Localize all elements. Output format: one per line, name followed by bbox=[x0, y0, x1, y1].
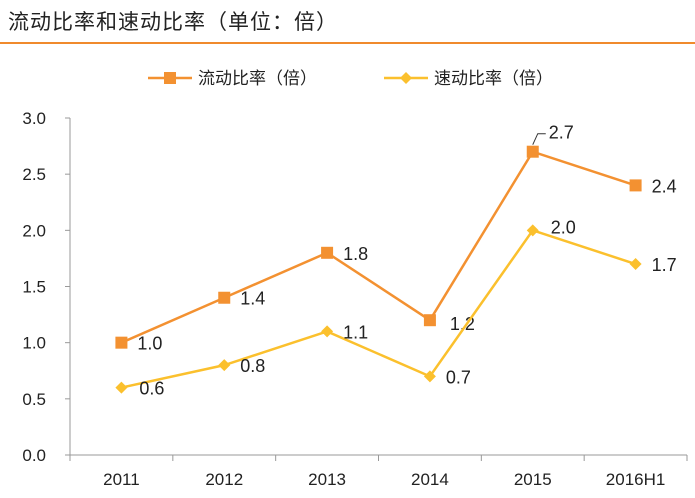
data-point bbox=[526, 145, 539, 158]
x-tick-label: 2014 bbox=[411, 470, 449, 489]
x-tick-label: 2011 bbox=[103, 470, 140, 489]
y-tick-label: 0.0 bbox=[22, 446, 46, 465]
data-point bbox=[115, 381, 128, 394]
data-label: 2.7 bbox=[549, 123, 574, 143]
data-point bbox=[629, 179, 642, 192]
data-point bbox=[423, 370, 436, 383]
data-label: 1.0 bbox=[137, 334, 162, 354]
y-tick-label: 3.0 bbox=[22, 109, 46, 128]
y-tick-label: 2.5 bbox=[22, 165, 46, 184]
data-point bbox=[526, 224, 539, 237]
chart-title: 流动比率和速动比率（单位：倍） bbox=[8, 10, 338, 34]
data-point bbox=[629, 258, 642, 271]
legend-marker bbox=[164, 72, 176, 84]
y-tick-label: 1.0 bbox=[22, 334, 46, 353]
x-tick-label: 2015 bbox=[514, 470, 552, 489]
legend-marker bbox=[400, 72, 412, 84]
data-label: 1.4 bbox=[240, 289, 265, 309]
title-divider bbox=[0, 42, 695, 44]
label-leader bbox=[532, 133, 546, 145]
data-label: 1.7 bbox=[652, 255, 677, 275]
data-point bbox=[321, 325, 334, 338]
y-tick-label: 0.5 bbox=[22, 390, 46, 409]
y-tick-label: 2.0 bbox=[22, 221, 46, 240]
data-label: 0.6 bbox=[139, 379, 164, 399]
data-label: 0.7 bbox=[446, 367, 471, 387]
x-tick-label: 2013 bbox=[308, 470, 346, 489]
data-point bbox=[423, 314, 436, 327]
data-point bbox=[115, 336, 128, 349]
data-label: 2.0 bbox=[551, 217, 576, 237]
data-label: 1.8 bbox=[343, 244, 368, 264]
data-label: 0.8 bbox=[240, 356, 265, 376]
series-line bbox=[120, 150, 636, 344]
x-tick-label: 2016H1 bbox=[606, 470, 666, 489]
data-label: 1.1 bbox=[343, 322, 368, 342]
data-point bbox=[218, 359, 231, 372]
x-tick-label: 2012 bbox=[205, 470, 243, 489]
legend-label: 流动比率（倍） bbox=[198, 69, 317, 89]
legend-label: 速动比率（倍） bbox=[434, 69, 553, 89]
data-point bbox=[321, 246, 334, 259]
series-line bbox=[121, 228, 636, 389]
data-point bbox=[218, 291, 231, 304]
data-label: 2.4 bbox=[652, 176, 677, 196]
y-tick-label: 1.5 bbox=[22, 278, 46, 297]
